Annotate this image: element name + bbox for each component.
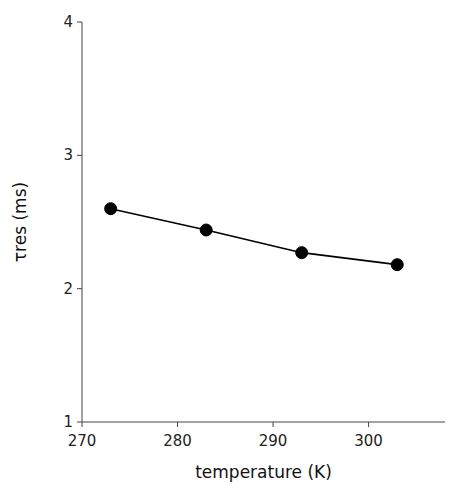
x-tick	[368, 422, 369, 427]
series	[105, 203, 404, 271]
x-axis	[82, 422, 445, 423]
y-tick-label: 1	[63, 413, 73, 431]
y-tick	[77, 288, 82, 289]
y-tick-label: 2	[63, 280, 73, 298]
x-tick-label: 280	[163, 432, 192, 450]
chart: 270 280 290 300 1 2 3 4 temperature (K) τres (ms)	[0, 0, 467, 500]
x-tick-label: 290	[259, 432, 288, 450]
x-axis-label: temperature (K)	[195, 462, 332, 482]
x-tick-label: 300	[354, 432, 383, 450]
y-tick	[77, 22, 82, 23]
y-tick-label: 4	[63, 13, 73, 31]
x-tick	[177, 422, 178, 427]
y-tick	[77, 155, 82, 156]
x-tick	[273, 422, 274, 427]
point	[391, 259, 403, 271]
y-tick-label: 3	[63, 146, 73, 164]
line	[111, 209, 398, 265]
point	[296, 247, 308, 259]
x-tick	[82, 422, 83, 427]
x-tick-label: 270	[68, 432, 97, 450]
point	[105, 203, 117, 215]
y-axis	[82, 22, 83, 422]
y-tick	[77, 422, 82, 423]
y-axis-label: τres (ms)	[10, 182, 30, 262]
point	[200, 224, 212, 236]
